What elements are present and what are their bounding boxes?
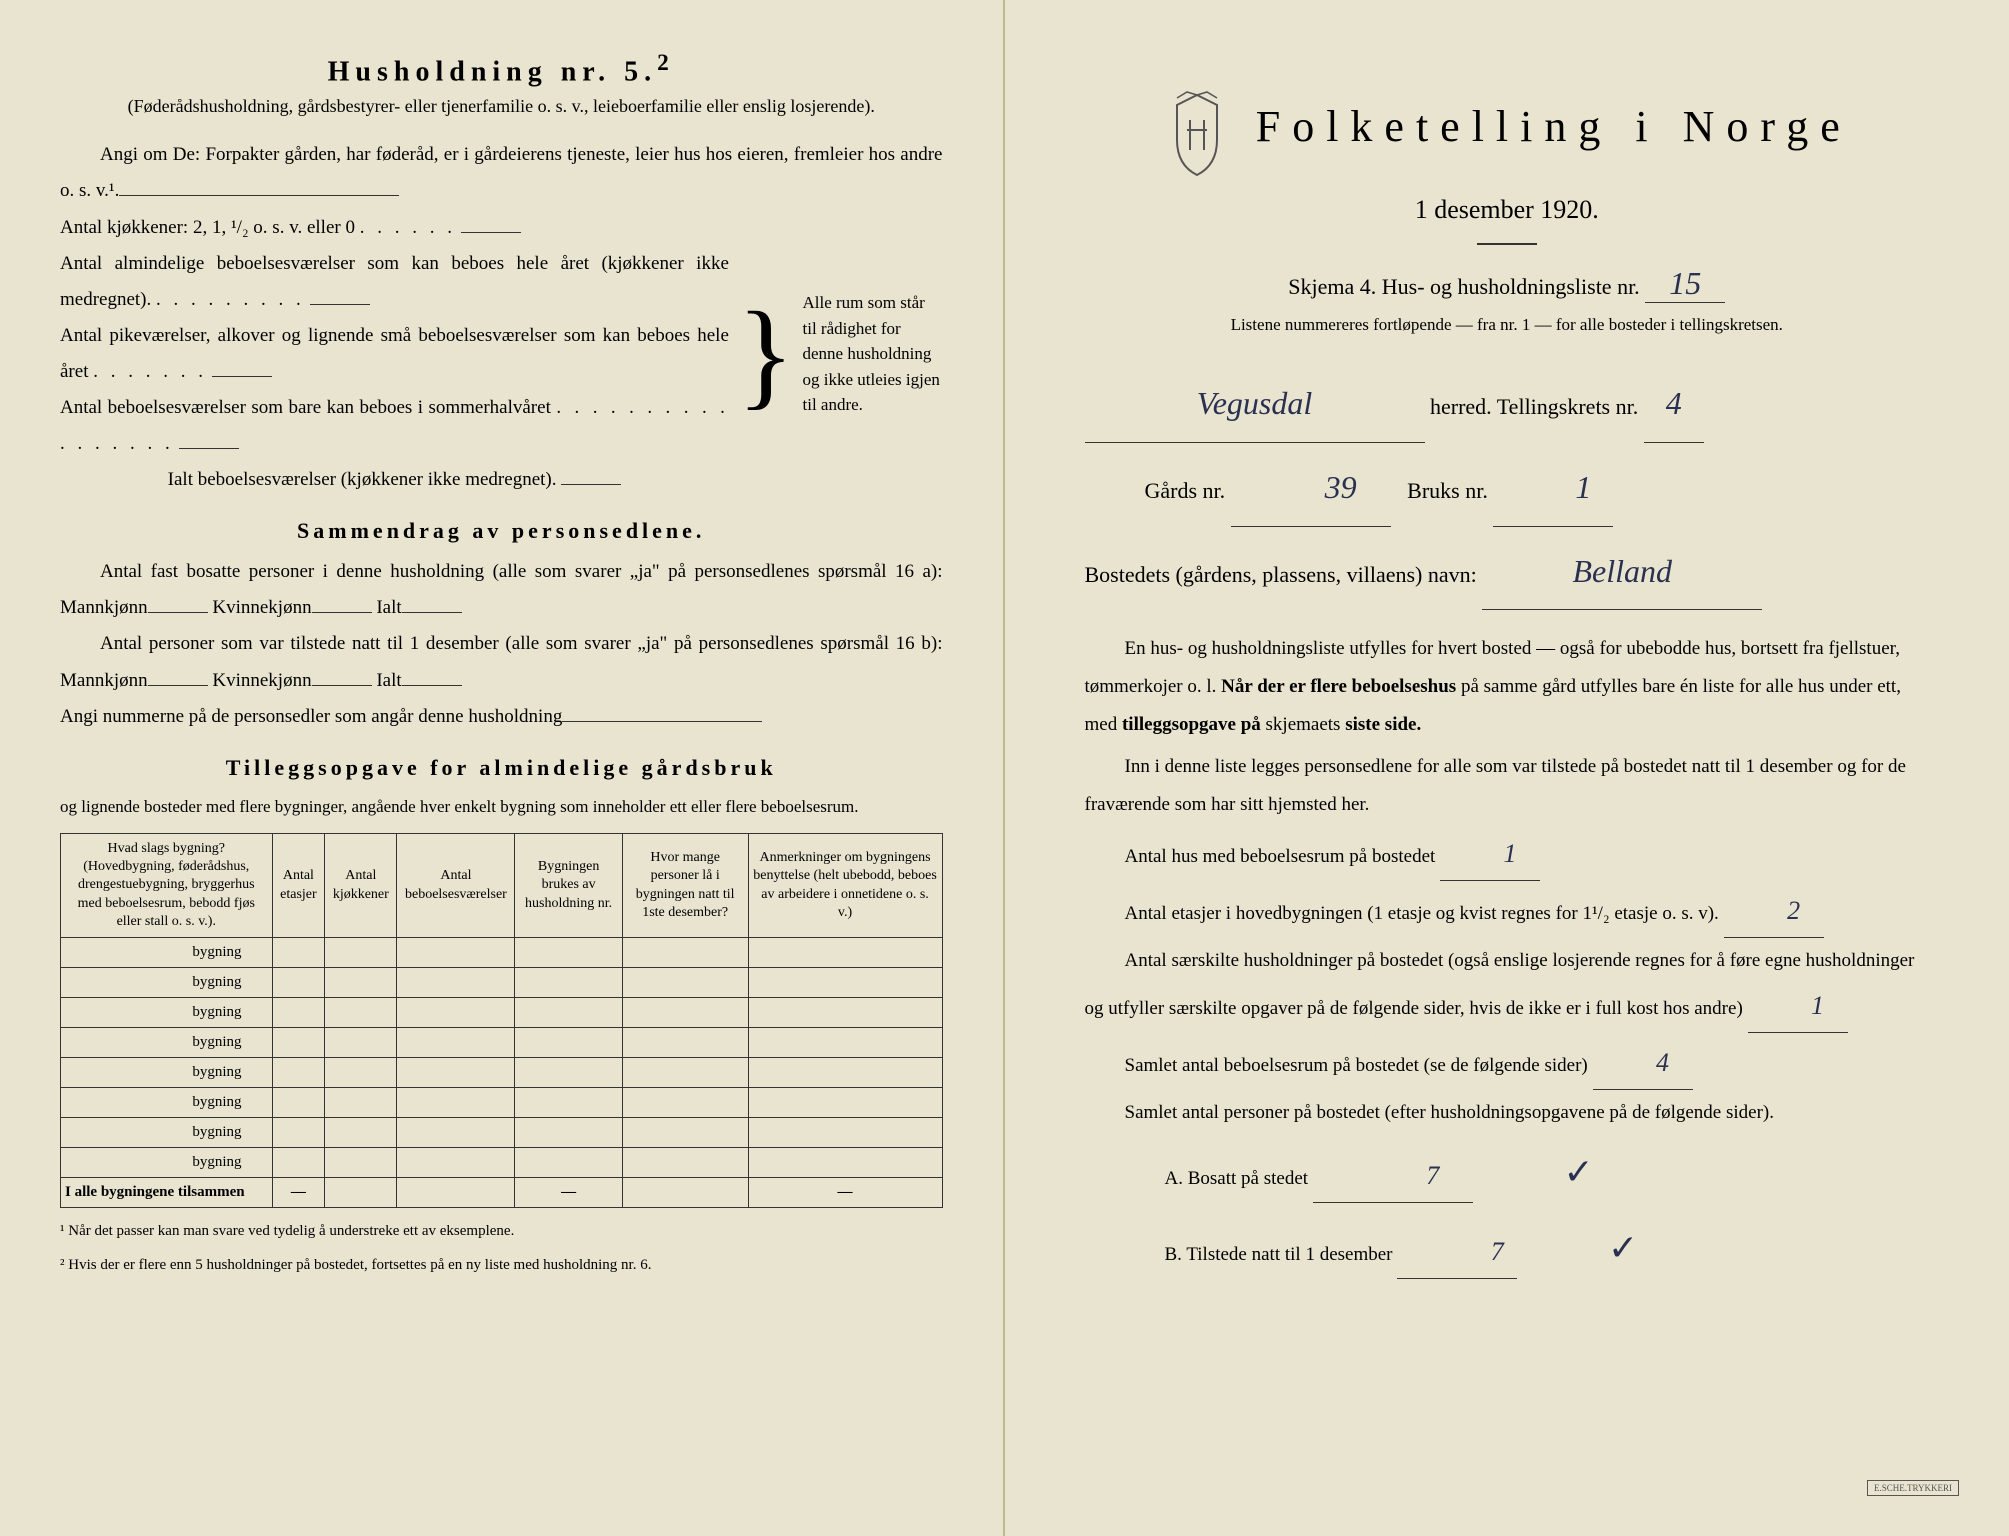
herred-row: Vegusdal herred. Tellingskrets nr. 4: [1085, 365, 1930, 443]
samlet-rum-row: Samlet antal beboelsesrum på bostedet (s…: [1085, 1037, 1930, 1090]
rooms-row-1: Antal almindelige beboelsesværelser som …: [60, 246, 729, 318]
saerskilt-row: Antal særskilte husholdninger på bostede…: [1085, 942, 1930, 1033]
brace-icon: }: [729, 210, 803, 499]
household-subtitle: (Føderådshusholdning, gårdsbestyrer- ell…: [60, 96, 943, 117]
herred-value: Vegusdal: [1197, 385, 1313, 421]
divider: [1477, 243, 1537, 245]
liste-nr: 15: [1669, 265, 1701, 301]
rooms-bracket-group: Antal kjøkkener: 2, 1, ¹/₂ o. s. v. elle…: [60, 210, 943, 499]
th-personer: Hvor mange personer lå i bygningen natt …: [622, 834, 748, 938]
krets-nr: 4: [1666, 385, 1682, 421]
bracket-note: Alle rum som står til rådighet for denne…: [803, 210, 943, 499]
checkmark-icon: ✓: [1528, 1212, 1638, 1284]
table-row: bygning: [61, 1057, 943, 1087]
gards-nr: 39: [1325, 469, 1357, 505]
printer-stamp: E.SCHE.TRYKKERI: [1867, 1480, 1959, 1496]
rooms-row-2: Antal pikeværelser, alkover og lignende …: [60, 318, 729, 390]
etasjer-row: Antal etasjer i hovedbygningen (1 etasje…: [1085, 885, 1930, 938]
angi-line: Angi om De: Forpakter gården, har føderå…: [60, 137, 943, 209]
title-block: Folketelling i Norge 1 desember 1920.: [1085, 90, 1930, 245]
table-row: bygning: [61, 1147, 943, 1177]
checkmark-icon: ✓: [1484, 1136, 1594, 1208]
bosted-value: Belland: [1573, 553, 1673, 589]
table-row: bygning: [61, 1027, 943, 1057]
samlet-rum: 4: [1656, 1048, 1669, 1077]
summary-line-1: Antal fast bosatte personer i denne hush…: [60, 554, 943, 626]
samlet-pers-label: Samlet antal personer på bostedet (efter…: [1085, 1094, 1930, 1132]
gards-row: Gårds nr. 39 Bruks nr. 1: [1085, 449, 1930, 527]
kitchens-row: Antal kjøkkener: 2, 1, ¹/₂ o. s. v. elle…: [60, 210, 729, 246]
bruks-nr: 1: [1575, 469, 1591, 505]
angi-nummerne: Angi nummerne på de personsedler som ang…: [60, 699, 943, 735]
th-kjokken: Antal kjøkkener: [325, 834, 397, 938]
liste-note: Listene nummereres fortløpende — fra nr.…: [1085, 315, 1930, 335]
rooms-total-row: Ialt beboelsesværelser (kjøkkener ikke m…: [60, 462, 729, 498]
table-row: bygning: [61, 1117, 943, 1147]
tilstede-row: B. Tilstede natt til 1 desember 7 ✓: [1085, 1212, 1930, 1284]
tilstede-value: 7: [1491, 1237, 1504, 1266]
rooms-row-3: Antal beboelsesværelser som bare kan beb…: [60, 390, 729, 462]
th-anm: Anmerkninger om bygningens benyttelse (h…: [748, 834, 942, 938]
th-beboelse: Antal beboelsesværelser: [397, 834, 515, 938]
household-sup: 2: [657, 50, 675, 76]
bosatt-row: A. Bosatt på stedet 7 ✓: [1085, 1136, 1930, 1208]
saerskilt-value: 1: [1811, 991, 1824, 1020]
table-row: bygning: [61, 1087, 943, 1117]
household-heading: Husholdning nr. 5.2: [60, 50, 943, 88]
para-1: En hus- og husholdningsliste utfylles fo…: [1085, 630, 1930, 744]
census-date: 1 desember 1920.: [1085, 195, 1930, 225]
th-etasjer: Antal etasjer: [272, 834, 325, 938]
building-table: Hvad slags bygning? (Hovedbygning, føder…: [60, 833, 943, 1208]
th-bygning: Hvad slags bygning? (Hovedbygning, føder…: [61, 834, 273, 938]
tillegg-sub: og lignende bosteder med flere bygninger…: [60, 791, 943, 823]
table-row: bygning: [61, 967, 943, 997]
table-total-row: I alle bygningene tilsammen ———: [61, 1177, 943, 1207]
bosted-row: Bostedets (gårdens, plassens, villaens) …: [1085, 533, 1930, 611]
footnote-2: ² Hvis der er flere enn 5 husholdninger …: [60, 1254, 943, 1277]
summary-heading: Sammendrag av personsedlene.: [60, 518, 943, 544]
bosatt-value: 7: [1426, 1161, 1439, 1190]
skjema-line: Skjema 4. Hus- og husholdningsliste nr. …: [1085, 265, 1930, 303]
table-row: bygning: [61, 937, 943, 967]
summary-line-2: Antal personer som var tilstede natt til…: [60, 626, 943, 698]
etasjer-value: 2: [1787, 896, 1800, 925]
footnote-1: ¹ Når det passer kan man svare ved tydel…: [60, 1220, 943, 1243]
left-page: Husholdning nr. 5.2 (Føderådshusholdning…: [0, 0, 1005, 1536]
crest-icon: [1162, 90, 1232, 185]
table-row: bygning: [61, 997, 943, 1027]
main-title: Folketelling i Norge: [1256, 101, 1852, 152]
antal-hus: 1: [1504, 839, 1517, 868]
right-page: Folketelling i Norge 1 desember 1920. Sk…: [1005, 0, 2009, 1536]
tillegg-heading: Tilleggsopgave for almindelige gårdsbruk: [60, 755, 943, 781]
antal-hus-row: Antal hus med beboelsesrum på bostedet 1: [1085, 828, 1930, 881]
th-brukes: Bygningen brukes av husholdning nr.: [515, 834, 622, 938]
para-2: Inn i denne liste legges personsedlene f…: [1085, 748, 1930, 824]
